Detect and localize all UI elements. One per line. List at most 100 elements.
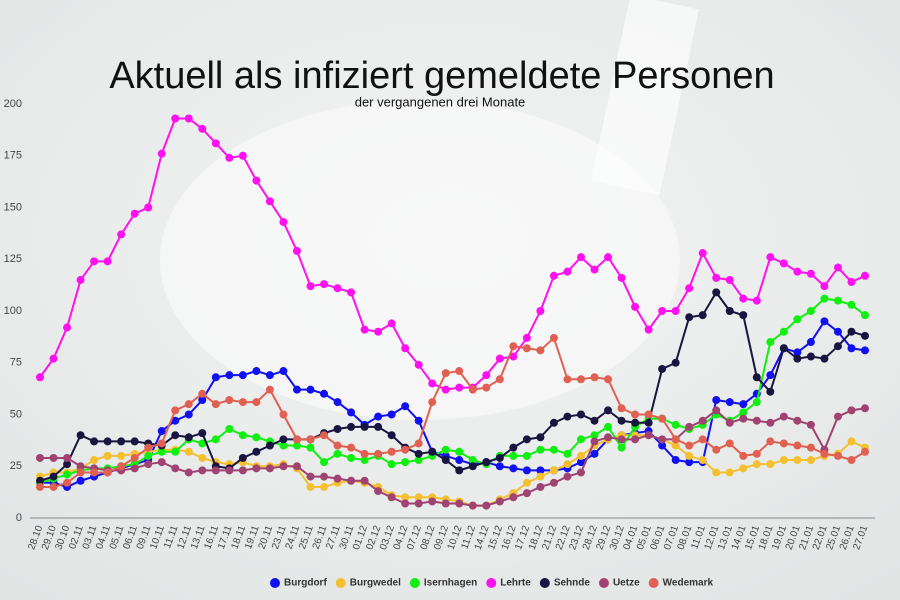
data-point [144, 451, 153, 460]
data-point [211, 139, 220, 148]
data-point [414, 416, 423, 425]
data-point [198, 124, 207, 133]
data-point [414, 449, 423, 458]
data-point [468, 385, 477, 394]
data-point [90, 468, 99, 477]
data-point [712, 288, 721, 297]
data-point [387, 493, 396, 502]
data-point [36, 373, 44, 382]
data-point [198, 453, 207, 462]
data-point [604, 422, 613, 431]
data-point [184, 433, 193, 442]
data-point [171, 416, 180, 425]
data-point [171, 431, 180, 440]
data-point [184, 114, 193, 123]
data-point [374, 327, 383, 336]
data-point [604, 375, 613, 384]
data-point [184, 400, 193, 409]
data-point [144, 460, 153, 469]
data-point [590, 416, 599, 425]
data-point [576, 451, 585, 460]
data-point [806, 443, 815, 452]
data-point [36, 476, 44, 485]
data-point [306, 472, 315, 481]
data-point [347, 453, 356, 462]
data-point [414, 499, 423, 508]
data-point [847, 344, 856, 353]
data-point [252, 447, 261, 456]
y-tick-label: 175 [4, 150, 22, 162]
data-point [333, 284, 342, 293]
data-point [766, 437, 775, 446]
data-point [428, 398, 437, 407]
data-point [644, 325, 653, 334]
data-point [549, 418, 558, 427]
data-point [549, 478, 558, 487]
data-point [576, 375, 585, 384]
data-point [779, 259, 788, 268]
data-point [63, 453, 72, 462]
data-point [712, 406, 721, 415]
data-point [509, 493, 518, 502]
data-point [617, 273, 626, 282]
data-point [861, 447, 869, 456]
data-point [712, 273, 721, 282]
data-point [522, 333, 531, 342]
data-point [171, 114, 180, 123]
data-point [198, 396, 207, 405]
data-point [320, 431, 329, 440]
data-point [806, 338, 815, 347]
data-point [225, 396, 234, 405]
data-point [306, 282, 315, 291]
data-point [631, 435, 640, 444]
data-point [522, 489, 531, 498]
data-point [130, 209, 139, 218]
data-point [252, 398, 261, 407]
data-point [793, 354, 802, 363]
data-point [522, 478, 531, 487]
data-point [171, 406, 180, 415]
data-point [563, 472, 572, 481]
data-point [617, 416, 626, 425]
data-point [820, 449, 829, 458]
data-point [509, 464, 518, 473]
data-point [36, 453, 44, 462]
legend-label: Wedemark [663, 578, 714, 589]
data-point [198, 429, 207, 438]
data-point [833, 263, 842, 272]
data-point [347, 443, 356, 452]
data-point [712, 468, 721, 477]
data-point [576, 435, 585, 444]
data-point [658, 307, 667, 315]
data-point [238, 453, 247, 462]
data-point [590, 265, 599, 274]
data-point [617, 404, 626, 413]
data-point [549, 271, 558, 280]
data-point [117, 462, 126, 471]
data-point [144, 203, 153, 212]
data-point [685, 313, 694, 322]
data-point [360, 422, 369, 431]
data-point [671, 456, 680, 465]
data-point [509, 342, 518, 351]
data-point [238, 431, 247, 440]
data-point [482, 383, 491, 392]
data-point [658, 364, 667, 373]
data-point [698, 456, 707, 465]
data-point [63, 323, 72, 332]
data-point [36, 482, 44, 491]
data-point [401, 493, 410, 502]
data-point [265, 385, 274, 394]
data-point [292, 385, 301, 394]
data-point [861, 311, 869, 320]
data-point [76, 431, 85, 440]
data-point [401, 458, 410, 467]
data-point [103, 451, 112, 460]
data-point [631, 418, 640, 427]
data-point [252, 176, 261, 185]
data-point [779, 456, 788, 465]
data-point [252, 367, 261, 376]
data-point [752, 416, 761, 425]
data-point [455, 466, 464, 475]
